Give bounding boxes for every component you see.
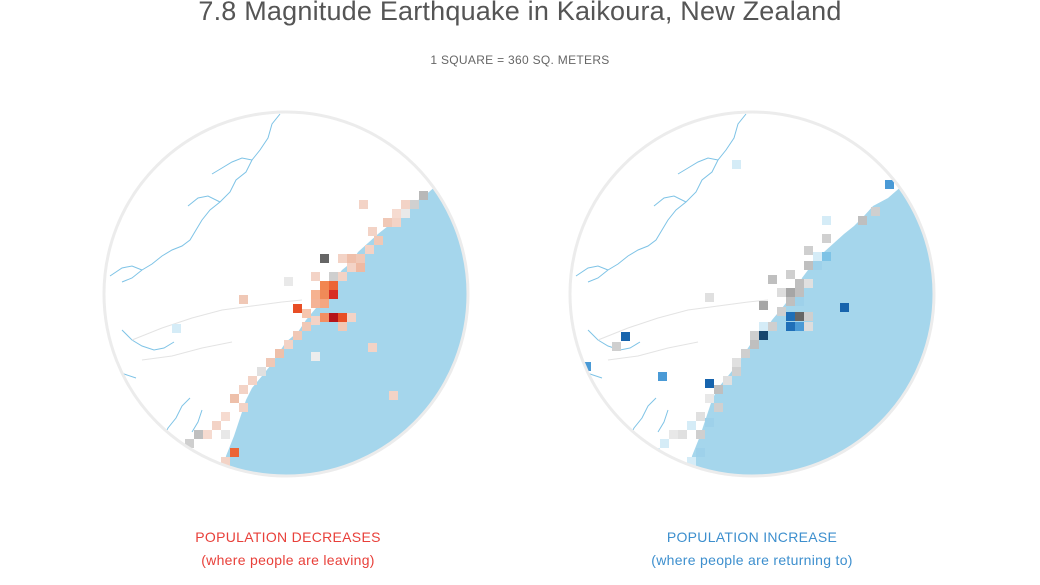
map-border	[568, 110, 936, 478]
caption-decrease-title: POPULATION DECREASES	[195, 529, 381, 545]
decrease-squares	[172, 191, 428, 466]
page-title: 7.8 Magnitude Earthquake in Kaikoura, Ne…	[198, 0, 842, 26]
caption-increase-subtitle: (where people are returning to)	[651, 552, 853, 568]
scale-note: 1 SQUARE = 360 SQ. METERS	[430, 53, 610, 67]
caption-decrease-subtitle: (where people are leaving)	[201, 552, 375, 568]
caption-decrease: POPULATION DECREASES (where people are l…	[88, 526, 488, 572]
caption-increase: POPULATION INCREASE (where people are re…	[552, 526, 952, 572]
map-decrease-svg	[102, 110, 470, 478]
map-increase-svg	[568, 110, 936, 478]
map-border	[102, 110, 470, 478]
map-population-increase	[568, 110, 936, 478]
caption-increase-title: POPULATION INCREASE	[666, 529, 838, 545]
increase-squares	[582, 160, 894, 466]
map-population-decrease	[102, 110, 470, 478]
